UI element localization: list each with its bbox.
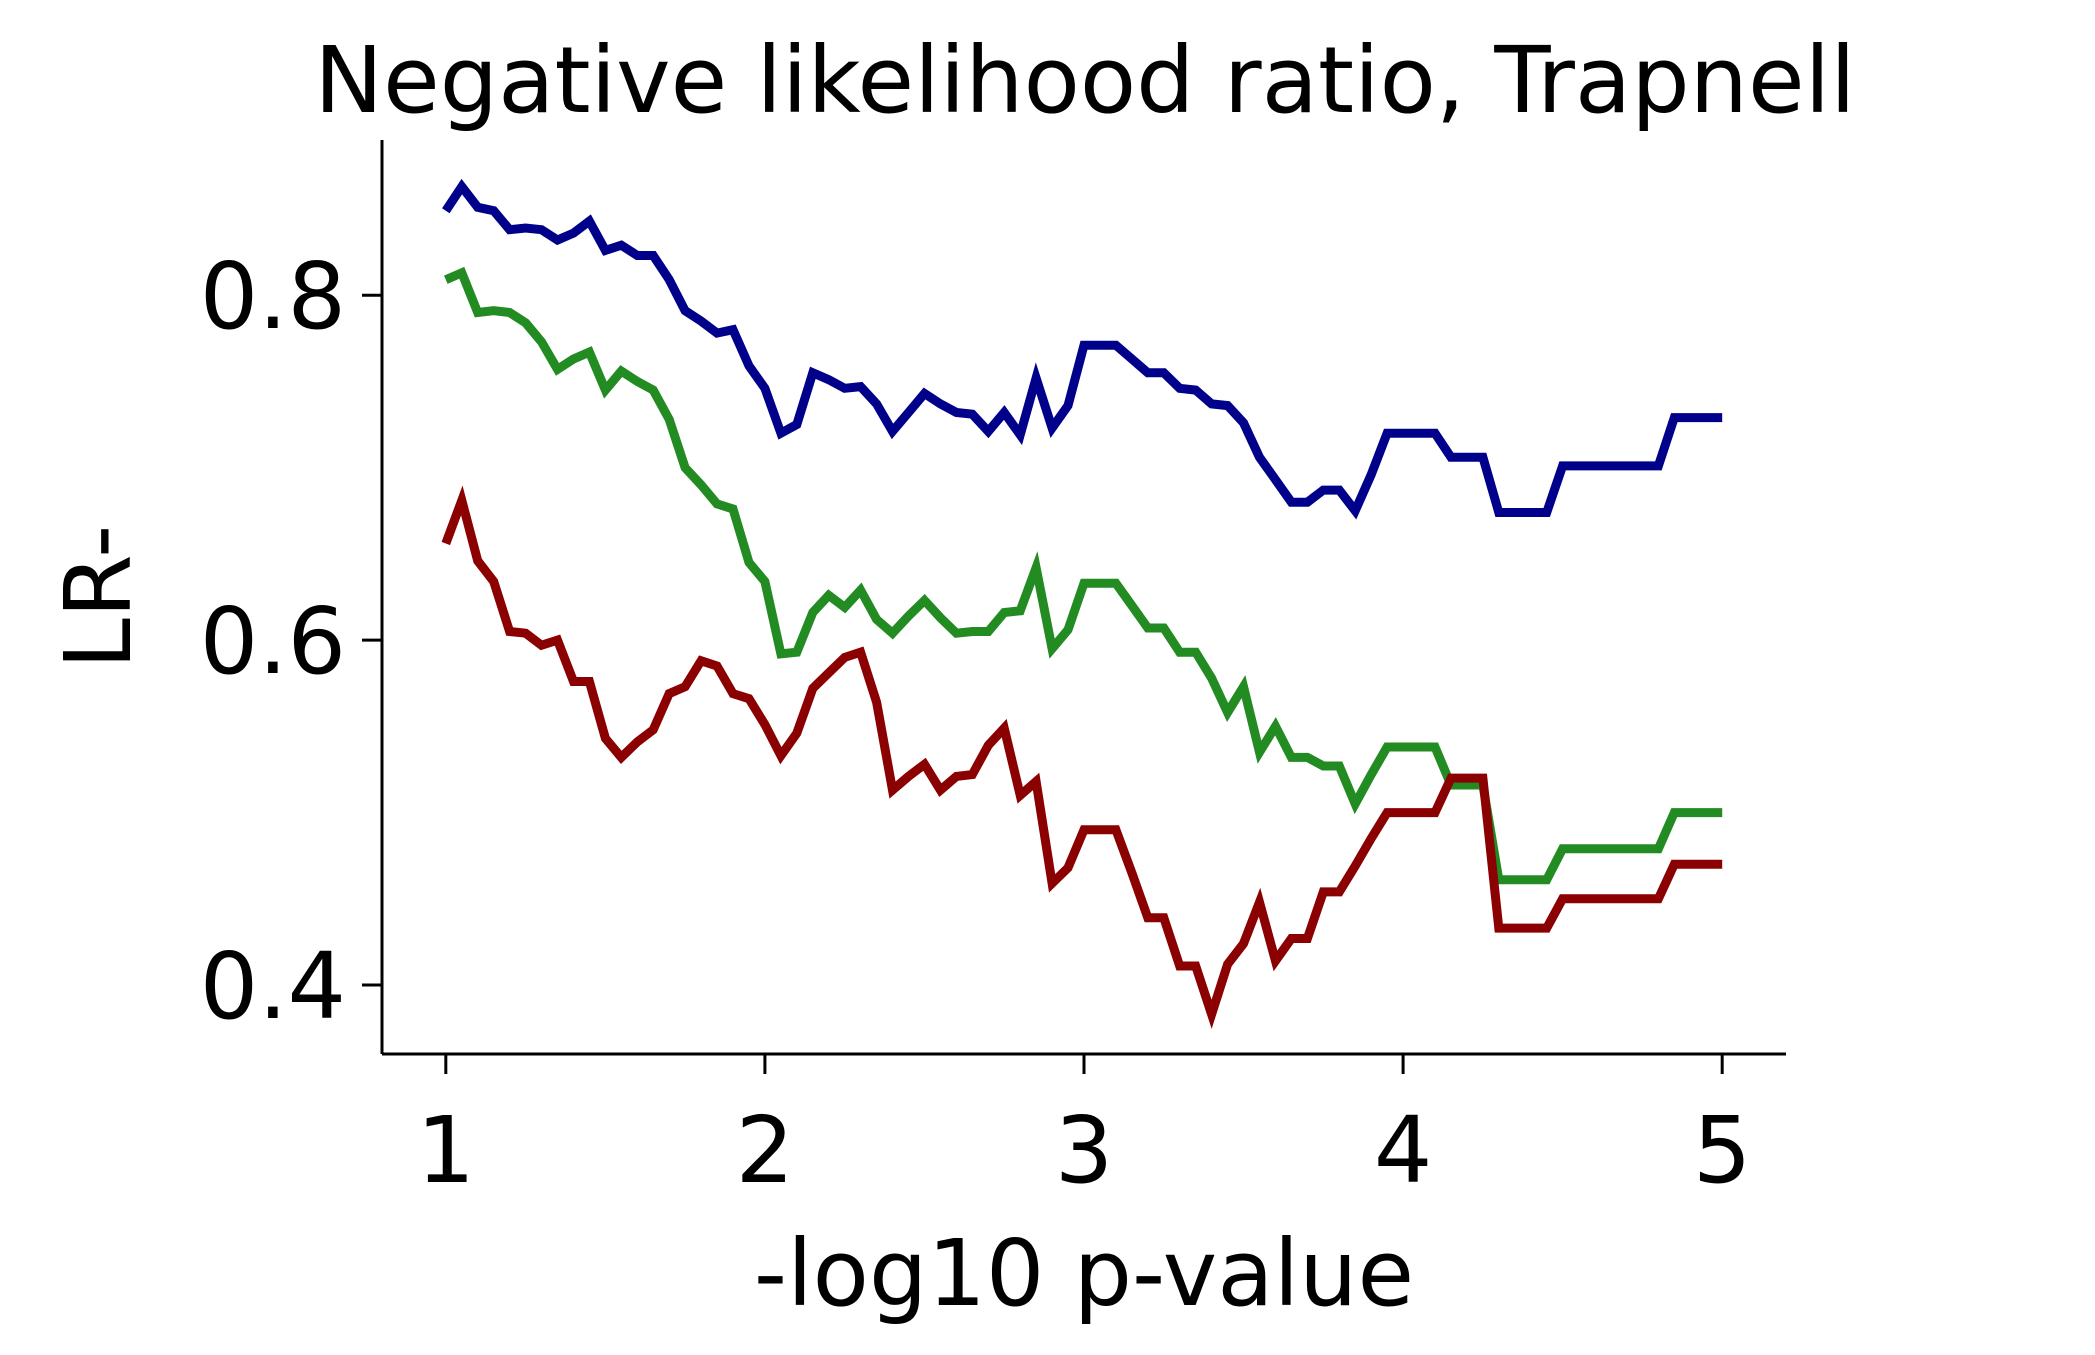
y-tick-label: 0.8 (200, 243, 346, 350)
y-ticks: 0.4 0.6 0.8 (200, 243, 382, 1040)
x-tick-label: 3 (1055, 1097, 1114, 1204)
chart-title: Negative likelihood ratio, Trapnell (314, 27, 1855, 134)
x-ticks: 1 2 3 4 5 (417, 1054, 1752, 1204)
plot-lines (441, 178, 1723, 1029)
x-tick-label: 4 (1374, 1097, 1433, 1204)
y-tick-label: 0.6 (200, 588, 346, 695)
series-line-1 (442, 178, 1723, 520)
y-tick-label: 0.4 (200, 933, 346, 1040)
x-tick-label: 5 (1693, 1097, 1752, 1204)
x-axis-label: -log10 p-value (754, 1220, 1414, 1327)
y-axis-label: LR- (45, 525, 152, 670)
x-tick-label: 2 (736, 1097, 795, 1204)
x-tick-label: 1 (417, 1097, 476, 1204)
series-line-2 (444, 266, 1723, 885)
series-line-3 (441, 485, 1723, 1029)
